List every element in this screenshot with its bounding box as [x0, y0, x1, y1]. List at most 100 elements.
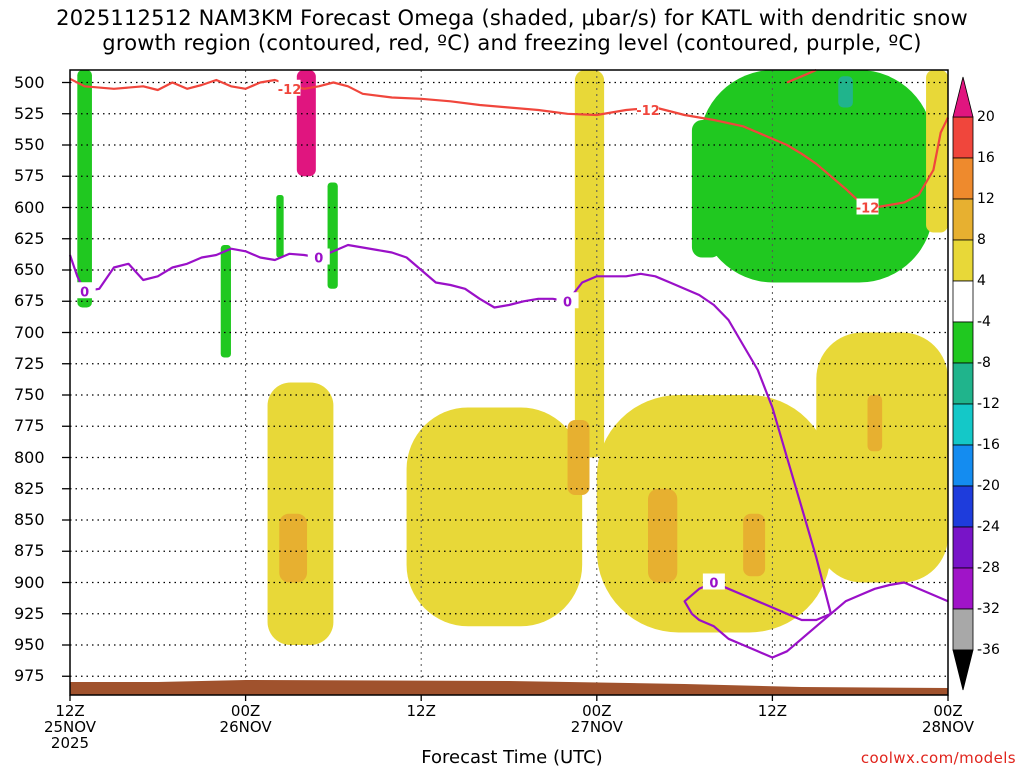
colorbar-label: -28 [977, 560, 1000, 576]
y-tick-label: 675 [14, 291, 45, 311]
frz-label-3-bg [556, 292, 579, 309]
colorbar-label: -16 [977, 437, 1000, 453]
terrain-fill [70, 680, 948, 695]
colorbar-segment-8 [952, 444, 974, 487]
y-tick-label: 800 [14, 447, 45, 467]
omega-region-2 [276, 195, 284, 258]
colorbar-label: -36 [977, 642, 1000, 658]
dgz-label-1-bg [278, 79, 301, 96]
omega-region-9 [574, 70, 605, 458]
x-tick-label: 00Z 26NOV [219, 702, 272, 736]
y-tick-label: 600 [14, 197, 45, 217]
dgz-label-2-bg [637, 101, 660, 117]
dgz-label-3: -12 [856, 202, 880, 217]
chart-title-line1: 2025112512 NAM3KM Forecast Omega (shaded… [56, 6, 968, 30]
colorbar-bottom-cap [952, 649, 974, 691]
y-tick-label: 650 [14, 260, 45, 279]
omega-region-16 [743, 513, 766, 577]
y-tick-label: 575 [14, 166, 45, 186]
colorbar-label: 4 [977, 273, 986, 289]
omega-region-10 [596, 395, 831, 633]
x-tick-label: 12Z [406, 702, 436, 720]
colorbar-label: 20 [977, 109, 995, 125]
colorbar-segment-5 [952, 321, 974, 364]
colorbar [952, 76, 974, 691]
dgz-label-2: -12 [636, 104, 660, 119]
x-tick-label: 12Z 25NOV 2025 [43, 702, 97, 752]
dgz-minus12-contour [69, 77, 949, 209]
frz-label-1-bg [73, 282, 96, 299]
dotted-grid [62, 70, 949, 701]
frz-label-2-bg [307, 248, 330, 265]
dgz-minus12-contour-upper [786, 68, 817, 84]
y-tick-label: 550 [14, 135, 45, 154]
colorbar-label: 12 [977, 191, 995, 207]
y-tick-label: 825 [14, 478, 45, 498]
omega-region-0 [77, 70, 92, 308]
colorbar-label: 16 [977, 150, 995, 166]
colorbar-segment-11 [952, 567, 974, 610]
omega-region-1 [220, 245, 231, 358]
y-tick-label: 975 [14, 666, 45, 686]
y-tick-label: 850 [14, 510, 45, 529]
colorbar-segment-10 [952, 526, 974, 569]
colorbar-segment-7 [952, 403, 974, 446]
y-tick-label: 725 [14, 353, 45, 373]
colorbar-label: -8 [977, 355, 991, 371]
omega-region-5 [699, 70, 934, 283]
colorbar-label: -4 [977, 314, 991, 330]
chart-title-line2: growth region (contoured, red, ºC) and f… [102, 31, 922, 55]
colorbar-label: -24 [977, 519, 1000, 535]
dgz-label-1: -12 [278, 83, 302, 98]
x-axis-label: Forecast Time (UTC) [421, 747, 603, 768]
omega-region-18 [296, 70, 316, 177]
omega-region-17 [867, 395, 883, 452]
terrain-band [70, 680, 948, 695]
omega-region-13 [279, 513, 308, 583]
contour-lines: -12 -12 -12 0 0 0 0 [68, 68, 949, 659]
colorbar-label: -12 [977, 396, 1000, 412]
x-tick-label: 12Z [757, 702, 788, 720]
omega-region-7 [267, 382, 334, 645]
colorbar-label: -20 [977, 478, 1000, 494]
colorbar-label: 8 [977, 232, 986, 248]
colorbar-segment-9 [952, 485, 974, 528]
colorbar-segment-3 [952, 239, 974, 282]
y-tick-label: 525 [14, 103, 45, 123]
y-tick-label: 750 [14, 385, 45, 404]
omega-region-14 [567, 420, 590, 495]
freezing-level-contour [68, 243, 949, 659]
colorbar-segment-12 [952, 608, 974, 651]
y-tick-label: 500 [14, 72, 45, 92]
omega-region-15 [648, 488, 678, 583]
credit-link[interactable]: coolwx.com/models [860, 749, 1016, 767]
x-tick-label: 00Z 27NOV [570, 702, 623, 736]
colorbar-segment-0 [952, 116, 974, 159]
colorbar-segment-1 [952, 157, 974, 200]
y-tick-label: 700 [14, 322, 45, 342]
omega-region-11 [816, 332, 948, 583]
colorbar-segment-6 [952, 362, 974, 405]
y-tick-label: 625 [14, 228, 45, 248]
y-tick-label: 900 [14, 572, 45, 592]
colorbar-label: -32 [977, 601, 1000, 617]
frz-label-2: 0 [314, 252, 323, 267]
frz-label-1: 0 [80, 285, 89, 300]
omega-region-8 [406, 407, 583, 627]
omega-region-6 [838, 76, 853, 108]
y-tick-label: 950 [14, 635, 45, 654]
colorbar-top-cap [952, 76, 974, 118]
omega-region-3 [327, 182, 338, 289]
frz-label-3: 0 [563, 295, 572, 310]
y-tick-label: 925 [14, 603, 45, 623]
frz-label-4-bg [702, 573, 725, 590]
y-tick-label: 775 [14, 416, 45, 436]
y-tick-label: 875 [14, 541, 45, 561]
plot-frame [69, 69, 949, 696]
colorbar-segment-4 [952, 280, 974, 323]
x-tick-label: 00Z 28NOV [921, 702, 975, 736]
colorbar-segment-2 [952, 198, 974, 241]
dgz-label-3-bg [856, 198, 879, 215]
frz-label-4: 0 [709, 577, 718, 592]
